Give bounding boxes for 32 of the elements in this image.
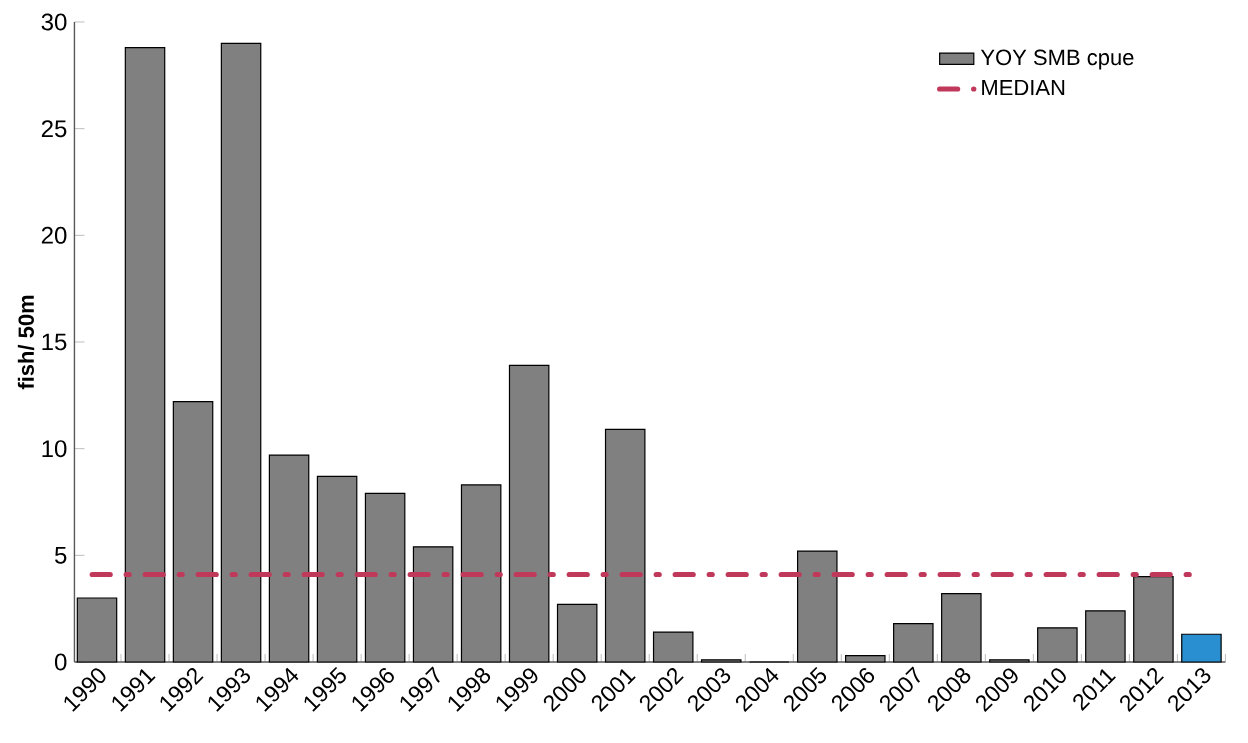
bar xyxy=(268,454,310,663)
bar xyxy=(604,428,646,663)
y-tick-label: 30 xyxy=(41,13,67,31)
bar xyxy=(76,597,118,663)
bar xyxy=(941,593,982,663)
y-tick-label: 15 xyxy=(42,333,67,351)
bar xyxy=(364,492,406,663)
y-axis-title: fish/ 50m xyxy=(17,295,35,390)
bar xyxy=(652,631,694,663)
y-tick-label: 20 xyxy=(41,226,67,244)
bar xyxy=(700,659,742,663)
bar xyxy=(1085,610,1126,663)
y-tick-label: 5 xyxy=(55,546,67,564)
y-tick-label: 25 xyxy=(41,120,67,138)
bar xyxy=(316,475,358,663)
bar xyxy=(989,659,1030,663)
bar xyxy=(845,654,886,663)
bar xyxy=(220,42,262,663)
bar xyxy=(412,546,454,663)
bar xyxy=(556,603,598,663)
legend-label: YOY SMB cpue xyxy=(980,49,1134,70)
bar xyxy=(893,622,934,663)
bar xyxy=(1133,576,1174,663)
bar xyxy=(124,46,166,663)
bar xyxy=(508,364,550,663)
bar xyxy=(1037,627,1078,663)
bar xyxy=(172,401,214,663)
legend-label: MEDIAN xyxy=(982,79,1065,96)
bar xyxy=(1181,633,1222,663)
bar xyxy=(460,484,502,663)
bar xyxy=(796,550,838,663)
y-tick-label: 10 xyxy=(42,440,67,458)
